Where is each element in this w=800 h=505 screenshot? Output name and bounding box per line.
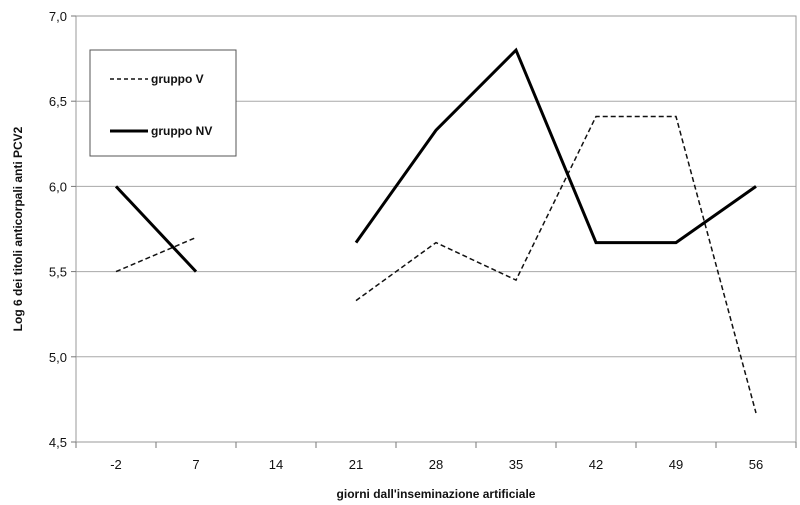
plot-area-frame <box>75 15 797 443</box>
x-tick-label: 56 <box>749 457 763 472</box>
series-line-gruppo-v <box>115 236 197 273</box>
series-line-gruppo-v <box>355 115 757 414</box>
x-tick-label: 28 <box>429 457 443 472</box>
series-gruppo-v <box>115 115 757 414</box>
y-tick-label: 6,0 <box>49 179 67 194</box>
series-line-gruppo-nv <box>354 47 757 245</box>
x-tick-label: 14 <box>269 457 283 472</box>
x-tick-label: -2 <box>110 457 122 472</box>
y-tick-label: 5,5 <box>49 265 67 280</box>
y-tick-label: 6,5 <box>49 94 67 109</box>
y-axis-title: Log 6 dei titoli anticorpali anti PCV2 <box>11 126 25 331</box>
y-tick-label: 4,5 <box>49 435 67 450</box>
legend-label-gruppo-nv: gruppo NV <box>151 124 212 138</box>
y-tick-label: 5,0 <box>49 350 67 365</box>
y-axis-ticks: 7,0 6,5 6,0 5,5 5,0 4,5 <box>49 9 76 450</box>
series-lines <box>114 47 757 414</box>
legend-box <box>89 49 237 157</box>
x-tick-label: 35 <box>509 457 523 472</box>
series-line-gruppo-nv <box>114 185 198 273</box>
x-tick-label: 21 <box>349 457 363 472</box>
legend-label-gruppo-v: gruppo V <box>151 72 204 86</box>
x-axis-ticks: -2 7 14 21 28 35 42 49 56 <box>75 442 797 472</box>
y-tick-label: 7,0 <box>49 9 67 24</box>
legend: gruppo V gruppo NV <box>89 49 237 157</box>
x-tick-label: 7 <box>192 457 199 472</box>
x-axis-title: giorni dall'inseminazione artificiale <box>337 487 536 501</box>
x-tick-label: 42 <box>589 457 603 472</box>
series-gruppo-nv <box>114 47 757 273</box>
x-tick-label: 49 <box>669 457 683 472</box>
